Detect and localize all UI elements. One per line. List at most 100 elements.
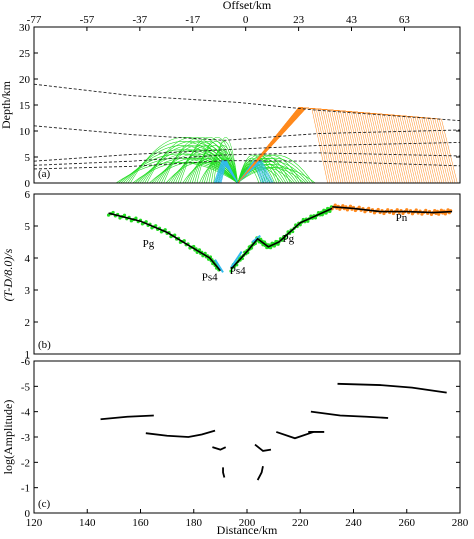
panel-a-xtick-label: 0 xyxy=(243,14,249,26)
amplitude-curve xyxy=(254,443,272,452)
observed-pick xyxy=(111,210,115,215)
interface-line xyxy=(33,125,461,141)
interface-line xyxy=(33,83,461,122)
observed-pick xyxy=(433,208,437,213)
panel-c-frame xyxy=(33,360,461,514)
panel-b-label: (b) xyxy=(38,339,51,351)
panel-a-xtick-label: -57 xyxy=(80,14,95,26)
amplitude-curve xyxy=(275,431,314,440)
panel-a-interfaces xyxy=(33,83,461,170)
panel-a-label: (a) xyxy=(38,168,51,180)
panel-c-ytick-label: -3 xyxy=(21,432,31,444)
observed-pick xyxy=(367,206,371,210)
ps4-pick xyxy=(230,251,243,269)
observed-pick xyxy=(395,208,399,212)
panel-b: Pg Ps4 Ps4 Pg Pn 1 2 3 4 5 6 (T-D/8.0)/s (b) xyxy=(1,189,461,361)
panel-c-ytick-label: -6 xyxy=(21,356,31,368)
panel-c-ytick-label: 0 xyxy=(25,508,31,520)
ray-pg-left xyxy=(206,149,239,184)
panel-b-ytick-label: 5 xyxy=(25,221,31,233)
observed-pick xyxy=(357,205,361,209)
panel-c-xtick-label: 280 xyxy=(452,517,469,529)
panel-c-ytick-label: -5 xyxy=(21,381,31,393)
panel-a-axes: 0 5 10 15 20 25 30-77 -57 -37 -17 0 23 43 63 xyxy=(19,14,460,190)
panel-c-ylabel: log(Amplitude) xyxy=(1,400,15,475)
panel-a-ytick-label: 10 xyxy=(19,126,31,138)
panel-c-xtick-label: 140 xyxy=(79,517,96,529)
ray-pg-left xyxy=(201,157,239,184)
panel-a-ytick-label: 30 xyxy=(19,22,31,34)
observed-pick xyxy=(122,213,127,217)
panel-b-ytick-label: 2 xyxy=(25,317,31,329)
interface-line xyxy=(33,152,461,166)
ray-pg-right xyxy=(237,167,316,184)
ray-pg-left xyxy=(194,141,239,184)
ray-pn xyxy=(237,107,375,184)
panel-b-ytick-label: 1 xyxy=(25,349,31,361)
ray-pg-left xyxy=(213,136,239,184)
phase-label: Ps4 xyxy=(230,265,246,277)
observed-pick xyxy=(341,204,345,208)
panel-a-ytick-label: 5 xyxy=(25,152,31,164)
calculated-curve xyxy=(332,206,453,214)
observed-pick xyxy=(348,204,353,208)
panel-c-series xyxy=(100,382,447,481)
observed-pick xyxy=(446,208,450,212)
phase-label: Ps4 xyxy=(202,271,218,283)
observed-pick xyxy=(439,208,443,212)
panel-c-xtick-label: 260 xyxy=(399,517,416,529)
observed-pick xyxy=(424,208,428,212)
calculated-curve xyxy=(108,212,221,272)
phase-label: Pn xyxy=(396,212,408,224)
interface-line xyxy=(33,141,461,162)
panel-a-rays xyxy=(115,107,458,184)
panel-b-series: Pg Ps4 Ps4 Pg Pn xyxy=(108,206,453,283)
ray-pg-right xyxy=(237,167,305,184)
panel-a-xtick-label: 63 xyxy=(399,14,411,26)
panel-a-xlabel: Offset/km xyxy=(223,0,272,12)
phase-label: Pg xyxy=(282,233,294,245)
amplitude-curve xyxy=(145,429,216,438)
observed-pick xyxy=(376,207,380,212)
ps4-pick xyxy=(251,234,261,243)
ray-pn xyxy=(237,107,458,184)
panel-a-xtick-label: 23 xyxy=(293,14,305,26)
amplitude-curve xyxy=(100,414,154,421)
panel-b-ylabel: (T-D/8.0)/s xyxy=(1,248,15,301)
panel-a-ytick-label: 0 xyxy=(25,178,31,190)
interface-line xyxy=(33,160,461,170)
panel-a: 0 5 10 15 20 25 30-77 -57 -37 -17 0 23 43 63 Offset/k… xyxy=(0,0,461,190)
ray-pg-right xyxy=(237,154,280,184)
panel-a-xtick-label: 43 xyxy=(346,14,358,26)
observed-pick xyxy=(414,208,418,212)
panel-c-ytick-label: -2 xyxy=(21,457,30,469)
panel-c-xtick-label: 160 xyxy=(132,517,149,529)
calculated-curve xyxy=(230,207,333,270)
panel-c-xtick-label: 220 xyxy=(292,517,309,529)
observed-pick xyxy=(229,269,233,273)
panel-c-xtick-label: 240 xyxy=(345,517,362,529)
panel-a-xtick-label: -37 xyxy=(133,14,148,26)
panel-a-xtick-label: -77 xyxy=(27,14,42,26)
amplitude-curve xyxy=(222,467,226,478)
panel-a-ytick-label: 25 xyxy=(19,48,31,60)
observed-pick xyxy=(405,208,409,212)
amplitude-curve xyxy=(310,410,389,419)
observed-pick xyxy=(134,216,138,220)
amplitude-curve xyxy=(337,382,447,394)
panel-a-ylabel: Depth/km xyxy=(0,80,13,129)
panel-c-ytick-label: -1 xyxy=(21,483,30,495)
panel-b-frame xyxy=(33,193,461,355)
panel-c-ytick-label: -4 xyxy=(21,407,31,419)
panel-b-ytick-label: 4 xyxy=(25,253,31,265)
panel-b-axes: 1 2 3 4 5 6 xyxy=(25,189,460,361)
ray-pg-left xyxy=(210,141,239,184)
panel-a-xtick-label: -17 xyxy=(185,14,200,26)
panel-c-xtick-label: 200 xyxy=(239,517,256,529)
panel-c-xtick-label: 120 xyxy=(26,517,43,529)
panel-a-frame xyxy=(33,26,461,184)
amplitude-curve xyxy=(256,465,264,481)
